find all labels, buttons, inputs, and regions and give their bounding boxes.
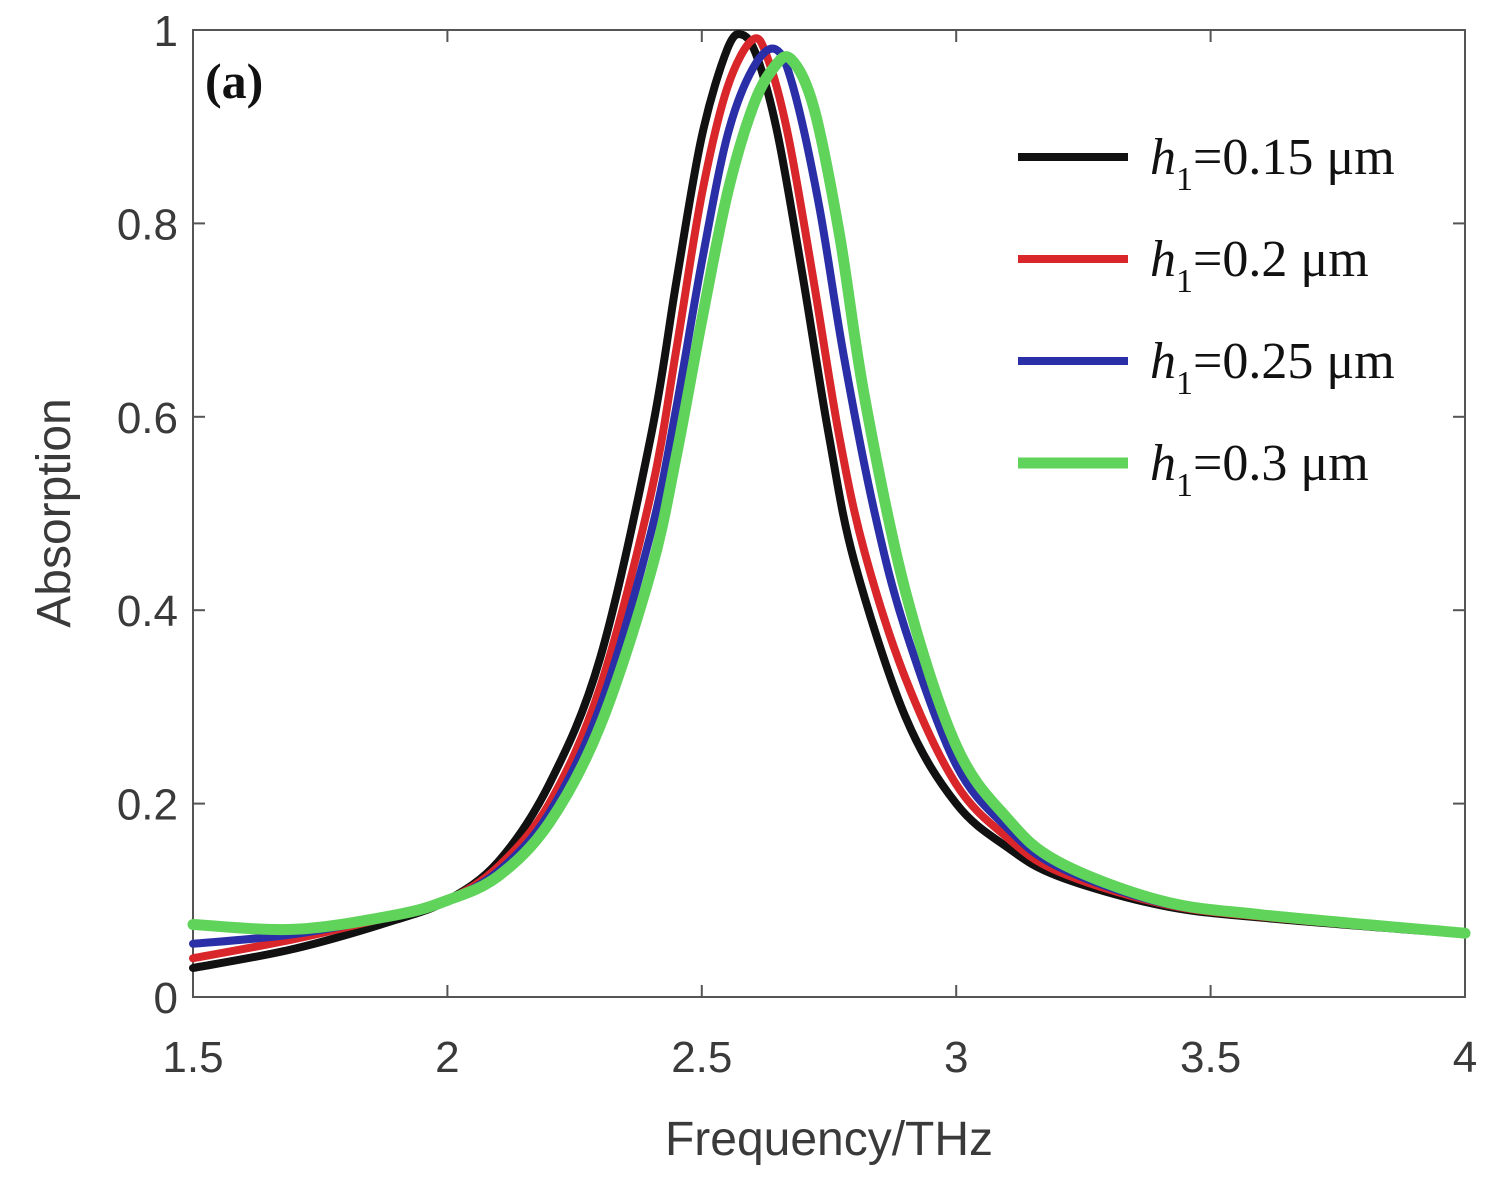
x-tick-label: 4 bbox=[1453, 1033, 1477, 1082]
y-tick-label: 0 bbox=[154, 974, 178, 1023]
x-tick-label: 3 bbox=[944, 1033, 968, 1082]
series-layer bbox=[187, 30, 1471, 972]
legend-var: h bbox=[1150, 333, 1176, 390]
legend-var: h bbox=[1150, 231, 1176, 288]
legend-subscript: 1 bbox=[1176, 161, 1193, 198]
axis-ticks bbox=[192, 29, 1466, 998]
panel-label: (a) bbox=[205, 53, 263, 109]
x-tick-label: 3.5 bbox=[1180, 1033, 1241, 1082]
legend-subscript: 1 bbox=[1176, 263, 1193, 300]
series-line-4 bbox=[187, 51, 1471, 939]
legend-value: =0.15 μm bbox=[1193, 129, 1395, 186]
y-tick-label: 0.8 bbox=[117, 200, 178, 249]
legend-label-2: h1=0.2 μm bbox=[1150, 231, 1369, 300]
legend-subscript: 1 bbox=[1176, 365, 1193, 402]
series-line-2 bbox=[189, 34, 1469, 963]
y-tick-label: 0.4 bbox=[117, 587, 178, 636]
legend-label-1: h1=0.15 μm bbox=[1150, 129, 1395, 198]
y-axis-title: Absorption bbox=[28, 398, 81, 627]
tick-labels: 1.5 2 2.5 3 3.5 4 0 0.2 0.4 0.6 0.8 1 bbox=[117, 7, 1477, 1082]
legend-value: =0.25 μm bbox=[1193, 333, 1395, 390]
x-tick-label: 2.5 bbox=[671, 1033, 732, 1082]
legend-label-3: h1=0.25 μm bbox=[1150, 333, 1395, 402]
y-tick-label: 0.6 bbox=[117, 394, 178, 443]
y-tick-label: 1 bbox=[154, 7, 178, 56]
legend-value: =0.2 μm bbox=[1193, 231, 1369, 288]
x-tick-label: 1.5 bbox=[162, 1033, 223, 1082]
legend-var: h bbox=[1150, 435, 1176, 492]
legend-label-4: h1=0.3 μm bbox=[1150, 435, 1369, 504]
series-line-1 bbox=[189, 30, 1469, 972]
legend-var: h bbox=[1150, 129, 1176, 186]
y-tick-label: 0.2 bbox=[117, 781, 178, 830]
x-tick-label: 2 bbox=[435, 1033, 459, 1082]
x-axis-title: Frequency/THz bbox=[665, 1113, 993, 1166]
legend-value: =0.3 μm bbox=[1193, 435, 1369, 492]
legend-subscript: 1 bbox=[1176, 467, 1193, 504]
